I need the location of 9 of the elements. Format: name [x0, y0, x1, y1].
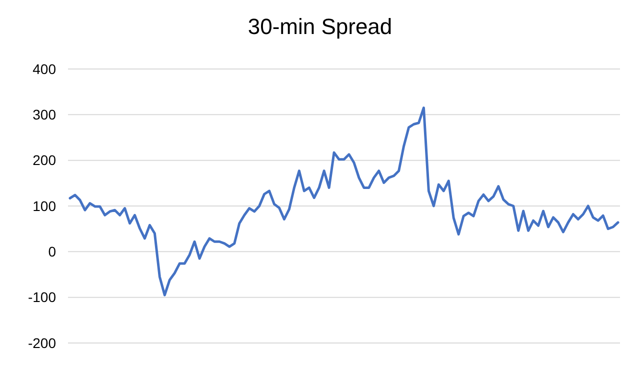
y-tick-label: 0 — [48, 244, 56, 260]
y-tick-label: 100 — [32, 198, 56, 214]
y-tick-label: -100 — [28, 289, 56, 306]
y-tick-label: 400 — [32, 60, 56, 77]
y-tick-label: 200 — [32, 152, 56, 168]
y-tick-label: -200 — [28, 334, 56, 351]
line-series — [68, 106, 620, 296]
y-tick-label: 300 — [32, 106, 56, 123]
chart-title: 30-min Spread — [248, 14, 392, 39]
